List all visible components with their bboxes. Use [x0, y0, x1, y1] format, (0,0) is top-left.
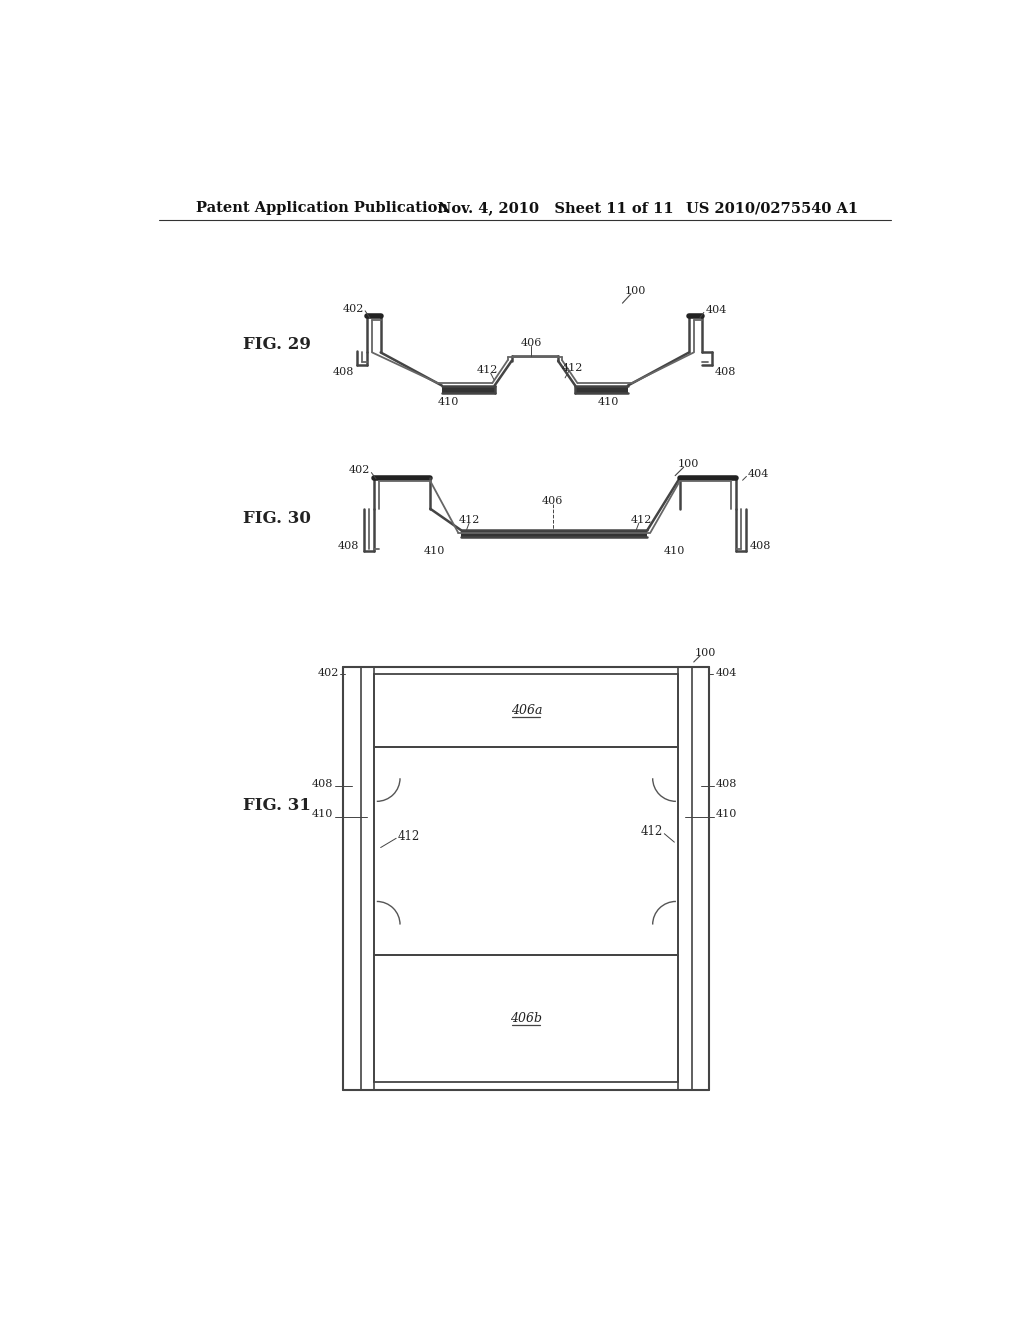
- Text: 410: 410: [716, 809, 737, 820]
- Text: FIG. 30: FIG. 30: [243, 511, 310, 527]
- Bar: [575, 385, 628, 393]
- Text: 100: 100: [678, 459, 699, 469]
- Text: 404: 404: [716, 668, 737, 677]
- Text: 406a: 406a: [511, 704, 542, 717]
- Text: 406: 406: [542, 496, 563, 506]
- Text: 410: 410: [598, 397, 620, 408]
- Text: 408: 408: [333, 367, 354, 378]
- Text: 408: 408: [312, 779, 334, 788]
- Text: 410: 410: [437, 397, 459, 408]
- Text: 412: 412: [477, 366, 499, 375]
- Text: FIG. 31: FIG. 31: [243, 797, 310, 813]
- Text: 410: 410: [424, 546, 444, 556]
- Text: 408: 408: [715, 367, 736, 378]
- Text: 412: 412: [561, 363, 583, 372]
- Bar: [442, 385, 495, 393]
- Text: Patent Application Publication: Patent Application Publication: [197, 202, 449, 215]
- Text: Nov. 4, 2010   Sheet 11 of 11: Nov. 4, 2010 Sheet 11 of 11: [438, 202, 674, 215]
- Text: 412: 412: [397, 829, 420, 842]
- Text: 412: 412: [640, 825, 663, 838]
- Text: 412: 412: [631, 515, 651, 525]
- Text: 402: 402: [317, 668, 339, 677]
- Text: 410: 410: [664, 546, 685, 556]
- Text: 402: 402: [348, 465, 370, 475]
- Text: 408: 408: [750, 541, 771, 550]
- Text: 408: 408: [338, 541, 359, 550]
- Text: 406b: 406b: [510, 1012, 543, 1026]
- Text: 100: 100: [694, 648, 716, 657]
- Text: 408: 408: [716, 779, 737, 788]
- Bar: [461, 531, 647, 537]
- Text: US 2010/0275540 A1: US 2010/0275540 A1: [686, 202, 858, 215]
- Text: 100: 100: [625, 286, 646, 296]
- Text: 406: 406: [520, 338, 542, 348]
- Text: 410: 410: [312, 809, 334, 820]
- Text: 404: 404: [748, 469, 769, 479]
- Text: 402: 402: [342, 304, 364, 314]
- Text: FIG. 29: FIG. 29: [243, 337, 310, 354]
- Text: 404: 404: [706, 305, 727, 315]
- Text: 412: 412: [459, 515, 479, 525]
